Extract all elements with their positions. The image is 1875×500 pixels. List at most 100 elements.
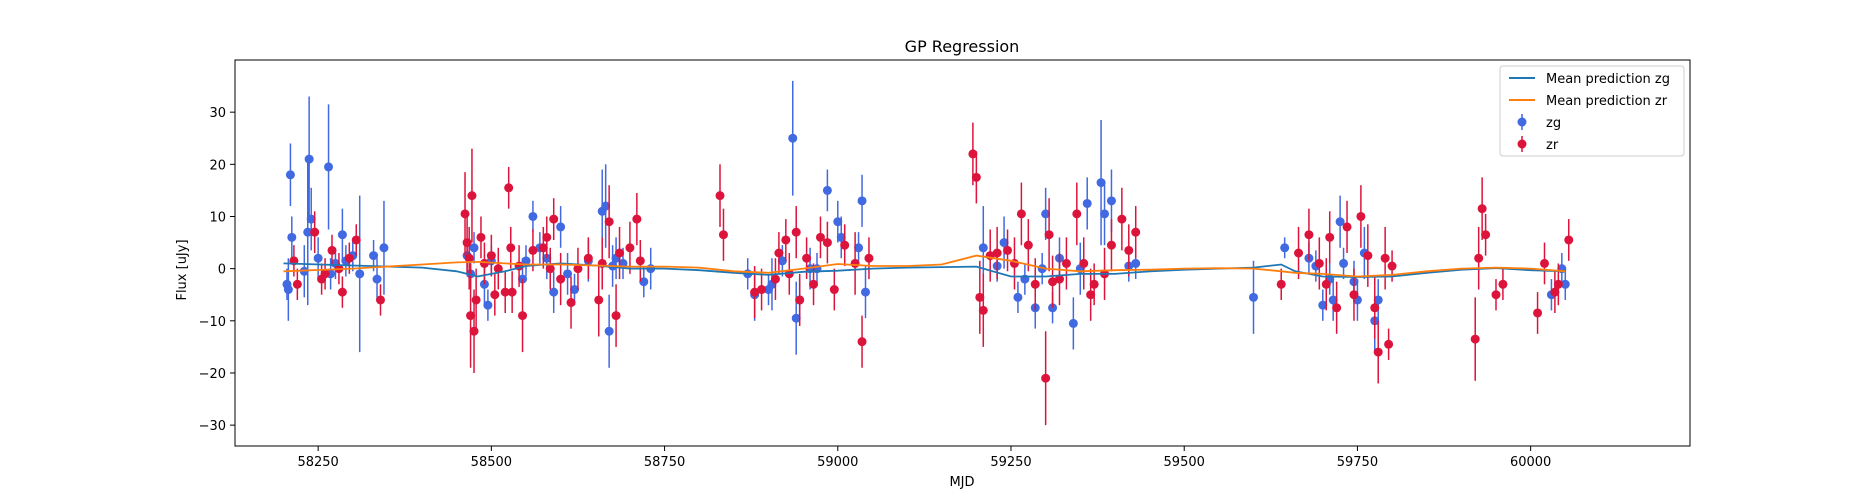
point-zr	[504, 183, 514, 193]
point-zr	[829, 285, 839, 295]
point-zr	[327, 245, 337, 255]
point-zg	[861, 287, 870, 297]
point-zr	[1061, 258, 1071, 268]
point-zg	[283, 285, 293, 295]
plot-area	[282, 80, 1574, 426]
point-zr	[718, 230, 728, 240]
point-zr	[1030, 279, 1040, 289]
point-zg	[999, 238, 1009, 248]
point-zr	[506, 243, 516, 253]
point-zr	[1491, 290, 1501, 300]
point-zr	[1131, 227, 1141, 237]
point-zr	[774, 248, 784, 258]
point-zg	[1560, 279, 1570, 289]
point-zr	[857, 337, 867, 347]
point-zg	[324, 162, 334, 172]
point-zr	[822, 238, 832, 248]
point-zr	[549, 214, 559, 224]
point-zr	[795, 295, 805, 305]
point-zr	[594, 295, 604, 305]
point-zr	[467, 191, 477, 201]
point-zr	[556, 274, 566, 284]
point-zr	[1079, 258, 1089, 268]
point-zr	[1380, 253, 1390, 263]
point-zr	[1044, 230, 1054, 240]
point-zg	[369, 251, 379, 261]
point-zr	[1384, 339, 1394, 349]
point-zr	[1370, 303, 1380, 313]
point-zr	[464, 253, 474, 263]
point-zg	[836, 232, 846, 242]
point-zg	[1339, 258, 1349, 268]
point-zr	[1106, 240, 1116, 250]
point-zr	[310, 227, 320, 237]
point-zr	[545, 264, 555, 274]
line-mean-prediction-zr	[283, 254, 1566, 278]
point-zr	[1072, 209, 1082, 219]
point-zr	[1276, 279, 1286, 289]
point-zg	[469, 243, 479, 253]
point-zr	[975, 292, 985, 302]
point-zr	[1477, 204, 1487, 214]
point-zg	[287, 232, 297, 242]
point-zg	[1096, 178, 1106, 188]
point-zr	[573, 264, 583, 274]
y-tick-label: −30	[199, 419, 226, 434]
point-zr	[840, 240, 850, 250]
point-zr	[566, 298, 576, 308]
y-axis-label: Flux [uJy]	[175, 239, 190, 300]
point-zg	[833, 217, 843, 227]
legend-marker-zg-icon	[1517, 117, 1527, 127]
point-zr	[490, 290, 500, 300]
point-zr	[611, 311, 621, 321]
point-zr	[486, 251, 496, 261]
point-zr	[1533, 308, 1543, 318]
point-zr	[1550, 287, 1560, 297]
point-zr	[1023, 240, 1033, 250]
y-tick-label: −10	[199, 315, 226, 330]
point-zr	[1294, 248, 1304, 258]
point-zg	[483, 300, 493, 310]
legend-label-zg: zg	[1546, 116, 1561, 131]
legend-label-zr: zr	[1546, 138, 1559, 153]
point-zr	[1498, 279, 1508, 289]
point-zr	[1314, 258, 1324, 268]
x-tick-label: 59250	[990, 455, 1031, 470]
point-zg	[303, 227, 313, 237]
point-zg	[788, 133, 798, 143]
point-zg	[337, 230, 347, 240]
y-tick-label: 10	[209, 210, 226, 225]
chart-title: GP Regression	[905, 37, 1020, 56]
point-zr	[1055, 274, 1064, 284]
point-zr	[528, 245, 538, 255]
point-zr	[538, 243, 548, 253]
point-zr	[791, 227, 801, 237]
point-zg	[355, 269, 365, 279]
point-zr	[1325, 232, 1335, 242]
point-zr	[1124, 245, 1134, 255]
point-zr	[1342, 222, 1352, 232]
point-zr	[604, 217, 614, 227]
point-zr	[1564, 235, 1574, 245]
point-zr	[781, 235, 791, 245]
point-zg	[285, 170, 295, 180]
point-zr	[507, 287, 517, 297]
point-zg	[379, 243, 389, 253]
point-zr	[493, 264, 503, 274]
point-zr	[992, 248, 1002, 258]
point-zr	[1003, 245, 1013, 255]
point-zg	[549, 287, 559, 297]
point-zr	[625, 243, 635, 253]
point-zg	[306, 214, 316, 224]
y-tick-label: 0	[218, 263, 226, 278]
data-marks	[282, 80, 1574, 426]
point-zg	[601, 201, 611, 211]
point-zg	[857, 196, 867, 206]
point-zg	[521, 256, 531, 266]
point-zr	[978, 305, 988, 315]
x-tick-label: 59750	[1337, 455, 1378, 470]
point-zr	[1041, 373, 1051, 383]
point-zr	[344, 253, 354, 263]
point-zr	[968, 149, 978, 159]
legend-label-mean-zr: Mean prediction zr	[1546, 94, 1668, 109]
